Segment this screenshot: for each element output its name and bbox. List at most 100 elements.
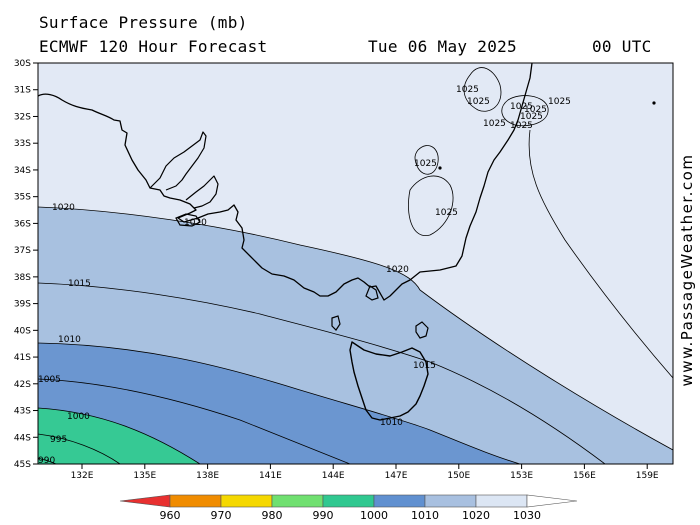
isobar-label: 1020: [386, 265, 409, 275]
lat-tick-label: 36S: [14, 219, 31, 229]
isobar-1025: [414, 145, 439, 175]
colorbar-segment: [169, 494, 222, 508]
colorbar-segment: [475, 494, 528, 508]
isobar-label: 1025: [548, 97, 571, 107]
isobar-1025-loops: [408, 67, 549, 236]
island-dot: [652, 101, 656, 105]
longitude-axis: 132E 135E 138E 141E 144E 147E 150E 153E 156E 159E: [71, 464, 659, 481]
colorbar-segment: [220, 494, 273, 508]
lat-tick-label: 38S: [14, 273, 31, 283]
lat-tick-label: 37S: [14, 246, 31, 256]
lat-tick-label: 43S: [14, 407, 31, 417]
lon-tick-label: 144E: [322, 471, 345, 481]
colorbar-segment: [424, 494, 477, 508]
lon-tick-label: 159E: [636, 471, 659, 481]
king-island: [331, 315, 341, 331]
coastline-spencer-gulf: [149, 131, 219, 209]
lon-tick-label: 135E: [133, 471, 156, 481]
colorbar-label: 980: [262, 509, 283, 522]
lon-tick-label: 153E: [510, 471, 533, 481]
kangaroo-island: [175, 213, 201, 227]
isobar-label: 1025: [483, 119, 506, 129]
isobar-label: 1025: [520, 112, 543, 122]
colorbar-label: 1020: [462, 509, 490, 522]
field-1000-1010: [38, 343, 520, 464]
lon-tick-label: 132E: [71, 471, 94, 481]
isobar-label: 1025: [510, 102, 533, 112]
isobar-label: 1020: [52, 203, 75, 213]
forecast-date: Tue 06 May 2025: [368, 37, 517, 56]
isobar-1020: [38, 206, 673, 451]
isobar-label: 1025: [510, 121, 533, 131]
isobar-label: 990: [38, 456, 55, 466]
forecast-time: 00 UTC: [592, 37, 652, 56]
lat-tick-label: 30S: [14, 59, 31, 69]
lat-tick-label: 39S: [14, 300, 31, 310]
colorbar-label: 990: [313, 509, 334, 522]
lat-tick-label: 33S: [14, 139, 31, 149]
lat-tick-label: 31S: [14, 86, 31, 96]
isobar-label: 1005: [38, 375, 61, 385]
colorbar-label: 1000: [360, 509, 388, 522]
isobar-1010: [38, 342, 521, 464]
forecast-model-label: ECMWF 120 Hour Forecast: [39, 37, 268, 56]
isobar-1000: [38, 407, 201, 464]
isobar-label: 1025: [414, 159, 437, 169]
colorbar-segment: [322, 494, 375, 508]
isobar-1015: [38, 282, 606, 464]
isobar-label: 1010: [380, 418, 403, 428]
field-990-1000: [38, 408, 200, 464]
colorbar-label: 960: [160, 509, 181, 522]
colorbar-label: 1030: [513, 509, 541, 522]
isobar-label: 1025: [435, 208, 458, 218]
map-title: Surface Pressure (mb): [39, 13, 248, 32]
lon-tick-label: 138E: [196, 471, 219, 481]
isobar-lines: [38, 129, 673, 464]
isobar-1025: [408, 175, 454, 236]
lon-tick-label: 141E: [259, 471, 282, 481]
isobar-1025: [463, 67, 502, 112]
pressure-fields: [38, 63, 673, 464]
flinders-island: [415, 321, 429, 339]
colorbar-segment: [373, 494, 426, 508]
isobar-label: 995: [50, 435, 67, 445]
port-phillip: [365, 285, 379, 301]
isobar-label: 1000: [67, 412, 90, 422]
lon-tick-label: 156E: [573, 471, 596, 481]
lat-tick-label: 40S: [14, 326, 31, 336]
lat-tick-label: 35S: [14, 193, 31, 203]
coastline-tasmania: [349, 341, 429, 421]
isobar-label: 1015: [68, 279, 91, 289]
colorbar-low-arrow: [119, 494, 171, 508]
lon-tick-label: 147E: [385, 471, 408, 481]
colorbar-segment: [271, 494, 324, 508]
latitude-axis: 30S 31S 32S 33S 34S 35S 36S 37S 38S 39S 40S 41S 42S 4…: [14, 59, 38, 470]
lat-tick-label: 41S: [14, 353, 31, 363]
lat-tick-label: 42S: [14, 380, 31, 390]
isobar-label: 1020: [184, 218, 207, 228]
colorbar-label: 1010: [411, 509, 439, 522]
isobar-labels: 1020 1020 1020 1015 1015 1010 1010 1005 …: [38, 85, 571, 466]
map-frame: [37, 62, 674, 465]
isobar-label: 1010: [58, 335, 81, 345]
isobar-label: 1015: [413, 361, 436, 371]
isobar-1005: [38, 378, 351, 464]
colorbar-high-arrow: [526, 494, 578, 508]
isobar-990: [38, 457, 57, 464]
lat-tick-label: 44S: [14, 433, 31, 443]
watermark-text: www.PassageWeather.com: [678, 153, 696, 387]
lat-tick-label: 32S: [14, 112, 31, 122]
isobar-1025: [501, 95, 549, 127]
colorbar-label: 970: [211, 509, 232, 522]
isobar-label: 1025: [456, 85, 479, 95]
isobar-label: 1025: [524, 105, 547, 115]
pressure-colorbar: 960 970 980 990 1000 1010 1020 1030: [119, 494, 578, 522]
lat-tick-label: 34S: [14, 166, 31, 176]
isobar-label: 1025: [467, 97, 490, 107]
coastline-mainland: [38, 63, 533, 301]
lon-tick-label: 150E: [447, 471, 470, 481]
isobar-1025-east: [528, 129, 673, 379]
island-dot: [438, 166, 442, 170]
lat-tick-label: 45S: [14, 460, 31, 470]
